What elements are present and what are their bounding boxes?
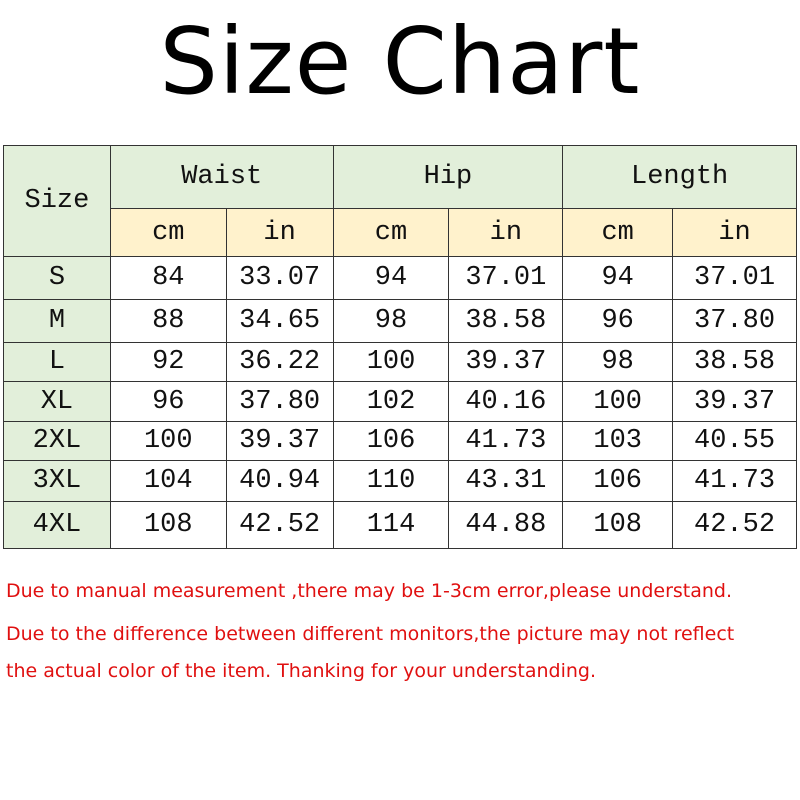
- table-cell: 42.52: [672, 501, 797, 549]
- table-cell: 38.58: [448, 299, 564, 343]
- table-cell: 40.16: [448, 381, 564, 422]
- table-row: XL 96 37.80 102 40.16 100 39.37: [3, 381, 797, 422]
- unit-header: cm: [562, 208, 674, 257]
- table-cell: 100: [109, 421, 227, 461]
- unit-header: in: [672, 208, 797, 257]
- size-label: 3XL: [3, 460, 111, 502]
- length-header: Length: [562, 145, 797, 209]
- table-cell: 37.01: [448, 256, 564, 300]
- unit-header: in: [448, 208, 564, 257]
- table-row: M 88 34.65 98 38.58 96 37.80: [3, 299, 797, 343]
- unit-header: cm: [332, 208, 450, 257]
- table-cell: 39.37: [672, 381, 797, 422]
- table-cell: 96: [109, 381, 227, 422]
- table-cell: 33.07: [225, 256, 334, 300]
- table-cell: 114: [332, 501, 450, 549]
- table-cell: 37.80: [672, 299, 797, 343]
- table-row: 4XL 108 42.52 114 44.88 108 42.52: [3, 501, 797, 549]
- size-label: XL: [3, 381, 111, 422]
- table-cell: 40.94: [225, 460, 334, 502]
- table-cell: 103: [562, 421, 674, 461]
- table-cell: 38.58: [672, 342, 797, 382]
- table-cell: 96: [562, 299, 674, 343]
- table-row: S 84 33.07 94 37.01 94 37.01: [3, 256, 797, 300]
- table-cell: 100: [332, 342, 450, 382]
- table-cell: 94: [332, 256, 450, 300]
- note-monitor-1: Due to the difference between different …: [6, 623, 735, 645]
- table-cell: 92: [109, 342, 227, 382]
- table-cell: 84: [109, 256, 227, 300]
- size-label: S: [3, 256, 111, 300]
- table-cell: 104: [109, 460, 227, 502]
- size-label: 2XL: [3, 421, 111, 461]
- table-cell: 100: [562, 381, 674, 422]
- size-table: Size Waist Hip Length cm in cm in cm in S 84 33…: [3, 145, 797, 549]
- table-cell: 40.55: [672, 421, 797, 461]
- note-measurement: Due to manual measurement ,there may be …: [6, 580, 733, 602]
- table-cell: 88: [109, 299, 227, 343]
- page-title: Size Chart: [159, 8, 641, 115]
- table-cell: 42.52: [225, 501, 334, 549]
- table-cell: 98: [562, 342, 674, 382]
- table-cell: 34.65: [225, 299, 334, 343]
- note-monitor-2: the actual color of the item. Thanking f…: [6, 660, 597, 682]
- table-cell: 106: [332, 421, 450, 461]
- table-cell: 110: [332, 460, 450, 502]
- table-cell: 39.37: [448, 342, 564, 382]
- table-cell: 44.88: [448, 501, 564, 549]
- waist-header: Waist: [109, 145, 334, 209]
- hip-header: Hip: [332, 145, 564, 209]
- table-cell: 37.01: [672, 256, 797, 300]
- table-cell: 36.22: [225, 342, 334, 382]
- table-cell: 41.73: [448, 421, 564, 461]
- table-row: L 92 36.22 100 39.37 98 38.58: [3, 342, 797, 382]
- table-cell: 37.80: [225, 381, 334, 422]
- table-cell: 41.73: [672, 460, 797, 502]
- size-label: 4XL: [3, 501, 111, 549]
- table-cell: 106: [562, 460, 674, 502]
- size-label: L: [3, 342, 111, 382]
- table-cell: 39.37: [225, 421, 334, 461]
- size-header: Size: [3, 145, 111, 257]
- table-cell: 94: [562, 256, 674, 300]
- table-cell: 98: [332, 299, 450, 343]
- unit-header: in: [225, 208, 334, 257]
- table-cell: 102: [332, 381, 450, 422]
- table-cell: 108: [562, 501, 674, 549]
- table-cell: 43.31: [448, 460, 564, 502]
- table-row: 3XL 104 40.94 110 43.31 106 41.73: [3, 460, 797, 502]
- table-row: 2XL 100 39.37 106 41.73 103 40.55: [3, 421, 797, 461]
- unit-header: cm: [109, 208, 227, 257]
- table-cell: 108: [109, 501, 227, 549]
- size-label: M: [3, 299, 111, 343]
